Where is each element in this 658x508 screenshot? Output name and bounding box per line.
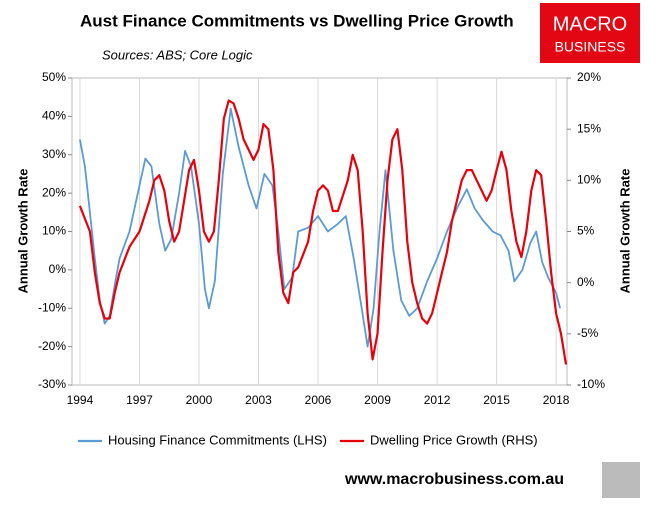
x-tick-label: 2009 xyxy=(364,393,391,407)
y-tick-label: 30% xyxy=(42,147,66,161)
x-tick-label: 2018 xyxy=(543,393,570,407)
x-tick-label: 2003 xyxy=(245,393,272,407)
x-tick-label: 2012 xyxy=(424,393,451,407)
plot-area xyxy=(71,77,568,386)
y2-tick-label: 0% xyxy=(577,275,595,289)
x-tick-label: 1997 xyxy=(126,393,153,407)
wolf-icon xyxy=(602,462,640,498)
logo-text: BUSINESS xyxy=(555,39,626,55)
y2-axis-label: Annual Growth Rate xyxy=(617,169,632,294)
x-tick-label: 1994 xyxy=(67,393,94,407)
y-tick-label: -30% xyxy=(38,377,66,391)
footer: www.macrobusiness.com.au xyxy=(344,471,564,488)
chart-title: Aust Finance Commitments vs Dwelling Pri… xyxy=(80,11,514,30)
y2-tick-label: 5% xyxy=(577,224,595,238)
x-tick-label: 2006 xyxy=(305,393,332,407)
y2-tick-label: -10% xyxy=(577,377,605,391)
legend-label: Housing Finance Commitments (LHS) xyxy=(108,432,327,447)
y-tick-label: 50% xyxy=(42,70,66,84)
logo xyxy=(540,3,640,63)
y-tick-label: -10% xyxy=(38,300,66,314)
y-tick-label: 40% xyxy=(42,109,66,123)
series-line xyxy=(79,107,561,348)
y-tick-label: 10% xyxy=(42,224,66,238)
y-axis-label: Annual Growth Rate xyxy=(15,169,30,294)
logo-text: MACRO xyxy=(553,13,627,35)
y2-tick-label: 10% xyxy=(577,173,601,187)
y-tick-label: 20% xyxy=(42,185,66,199)
x-tick-label: 2015 xyxy=(483,393,510,407)
y2-tick-label: 15% xyxy=(577,121,601,135)
y-tick-label: -20% xyxy=(38,339,66,353)
legend-label: Dwelling Price Growth (RHS) xyxy=(370,432,538,447)
subtitle: Sources: ABS; Core Logic xyxy=(102,47,253,62)
x-tick-label: 2000 xyxy=(186,393,213,407)
y-tick-label: 0% xyxy=(49,262,67,276)
y2-tick-label: 20% xyxy=(577,70,601,84)
series-line xyxy=(78,99,568,365)
y2-tick-label: -5% xyxy=(577,326,599,340)
